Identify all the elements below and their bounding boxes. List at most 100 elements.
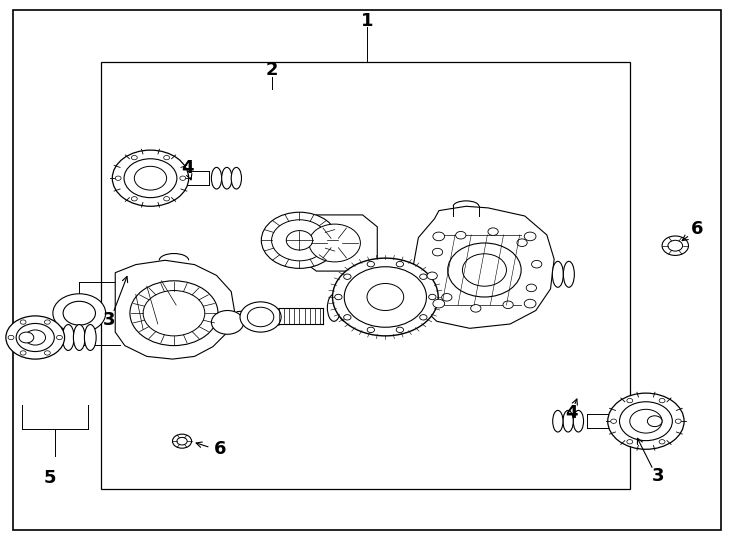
Circle shape (367, 261, 374, 267)
Circle shape (240, 302, 281, 332)
Circle shape (344, 315, 351, 320)
Circle shape (367, 327, 374, 333)
Circle shape (261, 212, 338, 268)
Circle shape (619, 402, 672, 441)
Circle shape (20, 351, 26, 355)
Text: 6: 6 (691, 220, 704, 239)
Circle shape (344, 267, 426, 327)
Circle shape (662, 236, 688, 255)
Circle shape (420, 274, 427, 279)
Circle shape (247, 307, 274, 327)
Circle shape (433, 299, 445, 308)
Text: 6: 6 (214, 440, 227, 458)
Circle shape (524, 232, 536, 241)
Circle shape (164, 197, 170, 201)
Circle shape (526, 284, 537, 292)
Circle shape (432, 248, 443, 256)
Circle shape (668, 240, 683, 251)
Polygon shape (413, 206, 554, 328)
Circle shape (6, 316, 65, 359)
Ellipse shape (211, 167, 222, 189)
Circle shape (524, 299, 536, 308)
Circle shape (344, 274, 351, 279)
Bar (101, 62, 630, 489)
Polygon shape (297, 215, 377, 271)
Circle shape (16, 323, 54, 352)
Circle shape (335, 294, 342, 300)
Ellipse shape (338, 294, 352, 321)
Text: 1: 1 (360, 11, 374, 30)
Circle shape (503, 301, 513, 308)
Circle shape (427, 272, 437, 280)
Circle shape (177, 437, 187, 445)
Circle shape (309, 224, 360, 262)
Circle shape (433, 232, 445, 241)
Circle shape (659, 440, 665, 444)
Circle shape (134, 166, 167, 190)
Circle shape (115, 176, 121, 180)
Circle shape (367, 284, 404, 310)
Text: 4: 4 (564, 404, 578, 422)
Circle shape (8, 335, 14, 340)
Circle shape (396, 261, 404, 267)
Ellipse shape (231, 167, 241, 189)
Circle shape (627, 440, 633, 444)
Circle shape (675, 419, 681, 423)
Circle shape (429, 294, 436, 300)
Circle shape (211, 310, 244, 334)
Ellipse shape (352, 294, 365, 321)
Circle shape (462, 254, 506, 286)
Circle shape (112, 150, 189, 206)
Circle shape (396, 327, 404, 333)
Ellipse shape (564, 261, 574, 287)
Ellipse shape (553, 410, 563, 432)
Circle shape (172, 434, 192, 448)
Ellipse shape (553, 261, 564, 287)
Circle shape (442, 294, 452, 301)
Circle shape (130, 281, 218, 346)
Circle shape (608, 393, 684, 449)
Circle shape (25, 330, 46, 345)
Text: 3: 3 (651, 467, 664, 485)
Circle shape (19, 332, 34, 343)
Ellipse shape (73, 325, 85, 350)
Circle shape (517, 239, 527, 246)
Circle shape (531, 260, 542, 268)
Ellipse shape (84, 325, 96, 350)
Text: 2: 2 (265, 61, 278, 79)
Circle shape (488, 228, 498, 235)
Circle shape (659, 399, 665, 403)
Circle shape (45, 320, 50, 324)
Circle shape (611, 419, 617, 423)
Circle shape (44, 351, 50, 355)
Circle shape (131, 197, 137, 201)
Ellipse shape (62, 325, 74, 350)
Circle shape (627, 399, 633, 403)
Ellipse shape (563, 410, 573, 432)
Circle shape (21, 320, 26, 324)
Circle shape (420, 315, 427, 320)
Polygon shape (115, 260, 235, 359)
Circle shape (470, 305, 481, 312)
Circle shape (333, 258, 438, 336)
Circle shape (456, 232, 466, 239)
Circle shape (448, 243, 521, 297)
Text: 4: 4 (181, 159, 194, 178)
Ellipse shape (573, 410, 584, 432)
Circle shape (164, 156, 170, 160)
Ellipse shape (327, 294, 341, 321)
Circle shape (53, 294, 106, 333)
Circle shape (647, 416, 662, 427)
Ellipse shape (222, 167, 232, 189)
Circle shape (272, 220, 327, 261)
Circle shape (286, 231, 313, 250)
Circle shape (143, 291, 205, 336)
Text: 3: 3 (102, 310, 115, 329)
Circle shape (131, 156, 137, 160)
Text: 5: 5 (43, 469, 57, 487)
Circle shape (57, 335, 62, 340)
Circle shape (63, 301, 95, 325)
Circle shape (124, 159, 177, 198)
Circle shape (180, 176, 186, 180)
Circle shape (630, 409, 662, 433)
